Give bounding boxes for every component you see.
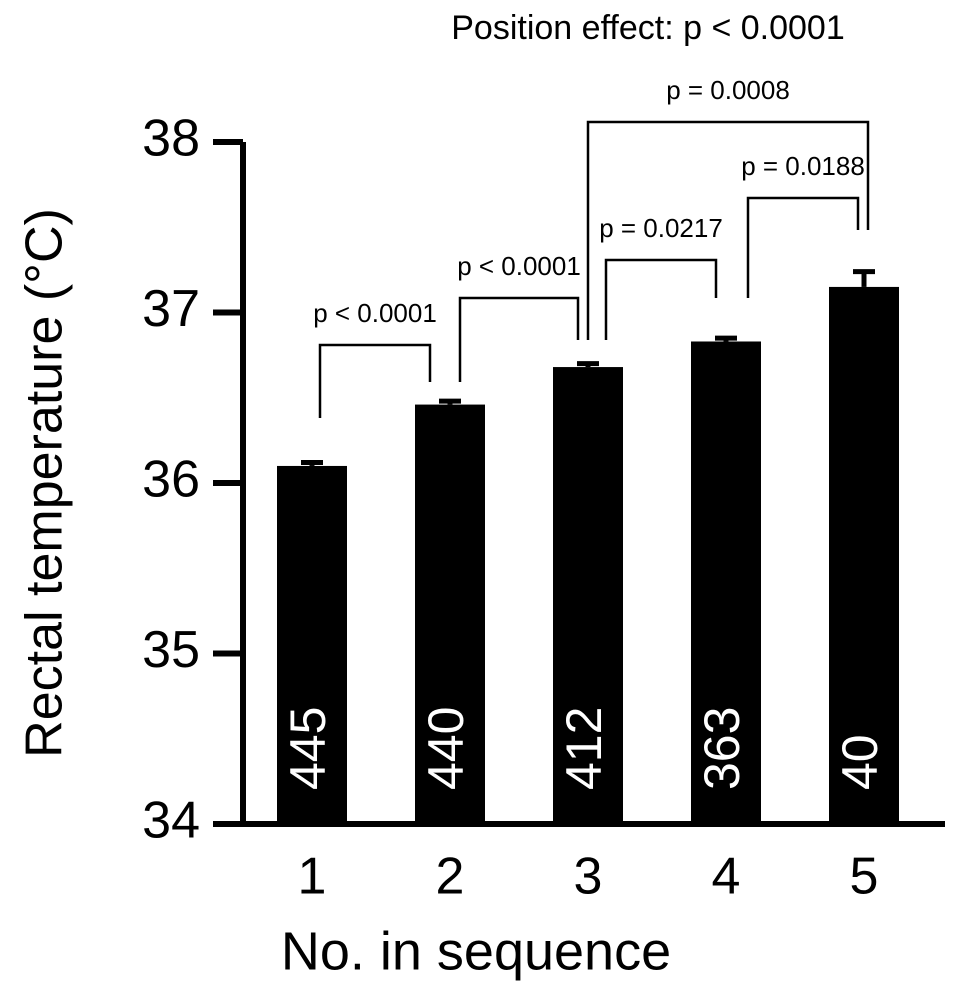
bar — [829, 286, 899, 824]
x-tick-label: 1 — [298, 848, 327, 906]
x-tick-label: 5 — [850, 848, 879, 906]
bar — [553, 367, 623, 824]
bar — [277, 465, 347, 824]
x-tick-label: 4 — [712, 848, 741, 906]
comparison-bracket — [586, 120, 870, 340]
y-tick-label: 37 — [142, 280, 200, 338]
comparison-label: p < 0.0001 — [313, 298, 437, 328]
comparison-bracket — [746, 196, 860, 298]
count-label: 40 — [832, 734, 888, 790]
count-label: 445 — [280, 707, 336, 790]
y-tick-label: 36 — [142, 451, 200, 509]
bar — [691, 341, 761, 824]
count-label: 412 — [556, 707, 612, 790]
comparison-label: p < 0.0001 — [457, 251, 581, 281]
y-tick-label: 34 — [142, 792, 200, 850]
comparison-bracket — [604, 258, 718, 340]
y-tick-label: 38 — [142, 110, 200, 168]
x-tick-label: 3 — [574, 848, 603, 906]
count-label: 440 — [418, 707, 474, 790]
y-tick-label: 35 — [142, 621, 200, 679]
comparison-label: p = 0.0217 — [599, 213, 723, 243]
comparison-bracket — [458, 296, 580, 382]
bar — [415, 404, 485, 824]
comparison-label: p = 0.0008 — [666, 75, 790, 105]
count-label: 363 — [694, 707, 750, 790]
comparison-bracket — [318, 343, 432, 418]
y-axis-label: Rectal temperature (°C) — [16, 208, 74, 758]
x-tick-label: 2 — [436, 848, 465, 906]
comparison-label: p = 0.0188 — [741, 151, 865, 181]
chart-title: Position effect: p < 0.0001 — [451, 9, 845, 47]
x-axis-label: No. in sequence — [281, 921, 671, 981]
